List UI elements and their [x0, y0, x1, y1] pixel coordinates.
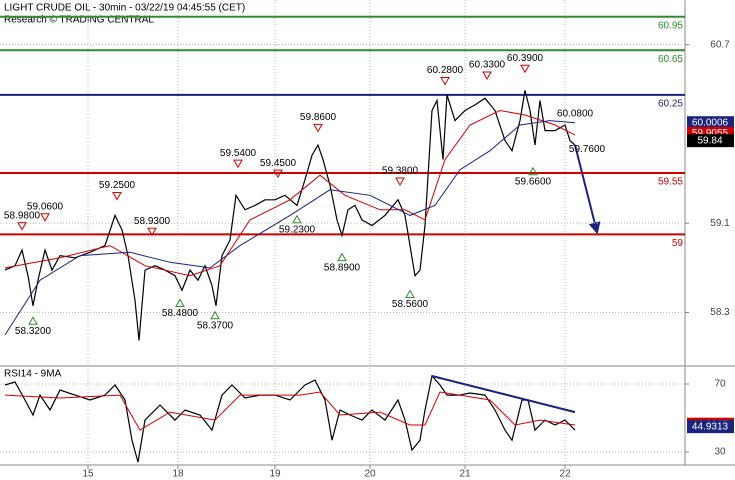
low-marker — [292, 214, 302, 224]
annotation-label: 59.4500 — [260, 158, 297, 169]
chart-title: LIGHT CRUDE OIL - 30min - 03/22/19 04:45… — [4, 3, 245, 14]
annotation-label: 60.3900 — [507, 53, 544, 64]
y-tick-label: 59.1 — [710, 218, 730, 229]
price-tag-label: 59.84 — [697, 135, 722, 146]
series-line — [4, 109, 576, 277]
trend-line — [431, 375, 576, 414]
x-tick-label: 20 — [364, 469, 376, 480]
high-marker — [440, 77, 450, 86]
price-tag — [687, 134, 734, 148]
annotation-label: 58.9800 — [4, 210, 41, 221]
series-line — [4, 120, 576, 336]
price-tag-label: 59.9055 — [692, 128, 729, 139]
x-tick-label: 18 — [172, 469, 184, 480]
annotation-label: 58.4800 — [162, 308, 199, 319]
level-label: 59 — [672, 238, 684, 249]
annotation-label: 58.8900 — [324, 262, 361, 273]
level-label: 60.65 — [658, 54, 683, 65]
high-marker — [233, 159, 243, 169]
annotation-label: 59.5400 — [220, 148, 257, 159]
price-tag — [687, 420, 734, 434]
annotation-label: 60.2800 — [427, 65, 464, 76]
low-marker — [28, 316, 38, 325]
annotation-label: 59.8600 — [300, 112, 337, 123]
annotation-label: 59.6600 — [515, 176, 552, 187]
annotation-label: 59.7600 — [569, 144, 606, 155]
annotation-label: 58.5600 — [392, 299, 429, 310]
annotation-label: 60.3300 — [469, 60, 506, 71]
price-tag — [687, 116, 734, 130]
chart-subtitle: Research © TRADING CENTRAL — [4, 15, 154, 26]
level-label: 59.55 — [658, 177, 683, 188]
annotation-label: 60.0800 — [557, 108, 594, 119]
x-tick-label: 15 — [82, 469, 94, 480]
series-line — [4, 374, 576, 463]
series-line — [4, 391, 576, 431]
forecast-arrow — [574, 144, 601, 235]
high-marker — [40, 213, 50, 222]
annotation-label: 59.0600 — [27, 201, 64, 212]
low-marker — [337, 252, 347, 262]
y-tick-label: 70 — [714, 379, 726, 390]
low-marker — [528, 166, 538, 176]
high-marker — [395, 177, 405, 186]
x-tick-label: 19 — [269, 469, 281, 480]
x-tick-label: 21 — [459, 469, 471, 480]
y-tick-label: 60.7 — [710, 39, 730, 50]
high-marker — [482, 71, 492, 80]
price-tag-label: 60.0006 — [692, 117, 729, 128]
high-marker — [147, 227, 157, 237]
annotation-label: 59.2500 — [99, 180, 136, 191]
annotation-label: 58.3700 — [197, 320, 234, 331]
high-marker — [112, 191, 122, 201]
y-tick-label: 58.3 — [710, 307, 730, 318]
level-label: 60.95 — [658, 20, 683, 31]
low-marker — [210, 310, 220, 320]
annotation-label: 59.2300 — [279, 224, 316, 235]
x-tick-label: 22 — [559, 469, 571, 480]
annotation-label: 59.3800 — [382, 166, 419, 177]
annotation-label: 58.3200 — [15, 326, 52, 337]
low-marker — [405, 289, 415, 299]
panel-title: RSI14 - 9MA — [4, 369, 62, 380]
level-label: 60.25 — [658, 99, 683, 110]
high-marker — [520, 64, 530, 74]
low-marker — [175, 298, 185, 307]
high-marker — [273, 169, 283, 179]
price-tag-label: 44.9313 — [692, 421, 729, 432]
high-marker — [313, 123, 323, 133]
y-tick-label: 30 — [714, 447, 726, 458]
annotation-label: 58.9300 — [134, 216, 171, 227]
series-line — [4, 90, 576, 341]
high-marker — [17, 222, 27, 231]
